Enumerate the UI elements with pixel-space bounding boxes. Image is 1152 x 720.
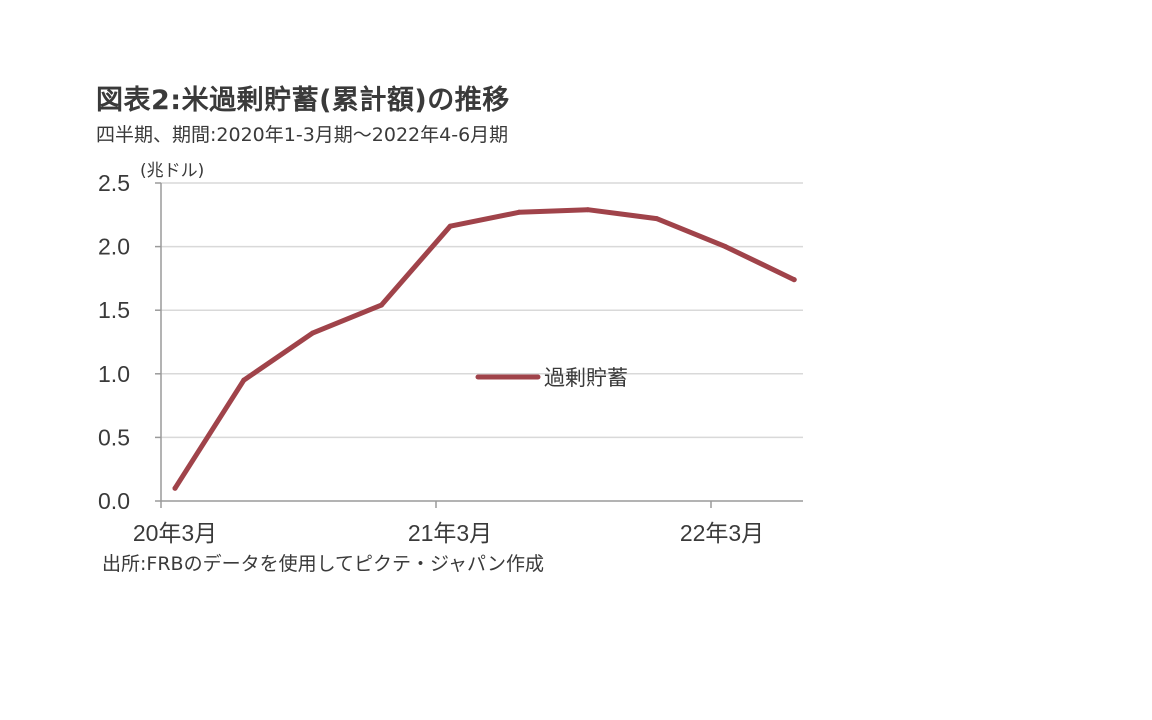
y-tick-label: 2.5 (98, 170, 130, 196)
data-point (241, 377, 247, 383)
y-unit-label: (兆ドル) (140, 161, 204, 181)
source-note: 出所:FRBのデータを使用してピクテ・ジャパン作成 (102, 553, 544, 575)
y-tick-labels: 0.0 0.5 1.0 1.5 2.0 2.5 (98, 170, 130, 514)
y-tick-label: 0.5 (98, 424, 130, 450)
y-tick-label: 1.0 (98, 361, 130, 387)
data-point (310, 330, 316, 336)
series-group (172, 207, 797, 491)
y-tick-label: 0.0 (98, 488, 130, 514)
data-point (585, 207, 591, 213)
legend: 過剰貯蓄 (475, 366, 628, 390)
legend-label: 過剰貯蓄 (544, 366, 628, 390)
chart-subtitle: 四半期、期間:2020年1-3月期～2022年4-6月期 (96, 124, 509, 146)
data-point (378, 302, 384, 308)
axes (155, 182, 803, 508)
x-tick-label: 21年3月 (408, 520, 492, 546)
data-point (447, 223, 453, 229)
gridlines (161, 182, 803, 439)
series-line (172, 207, 797, 491)
x-tick-label: 22年3月 (680, 520, 764, 546)
data-point (654, 216, 660, 222)
x-tick-label: 20年3月 (133, 520, 217, 546)
x-tick-labels: 20年3月 21年3月 22年3月 (133, 520, 764, 546)
data-point (516, 209, 522, 215)
data-point (722, 244, 728, 250)
chart-title: 図表2:米過剰貯蓄(累計額)の推移 (96, 85, 510, 116)
data-point (791, 277, 797, 283)
y-tick-label: 1.5 (98, 297, 130, 323)
data-point (172, 485, 178, 491)
y-tick-label: 2.0 (98, 234, 130, 260)
